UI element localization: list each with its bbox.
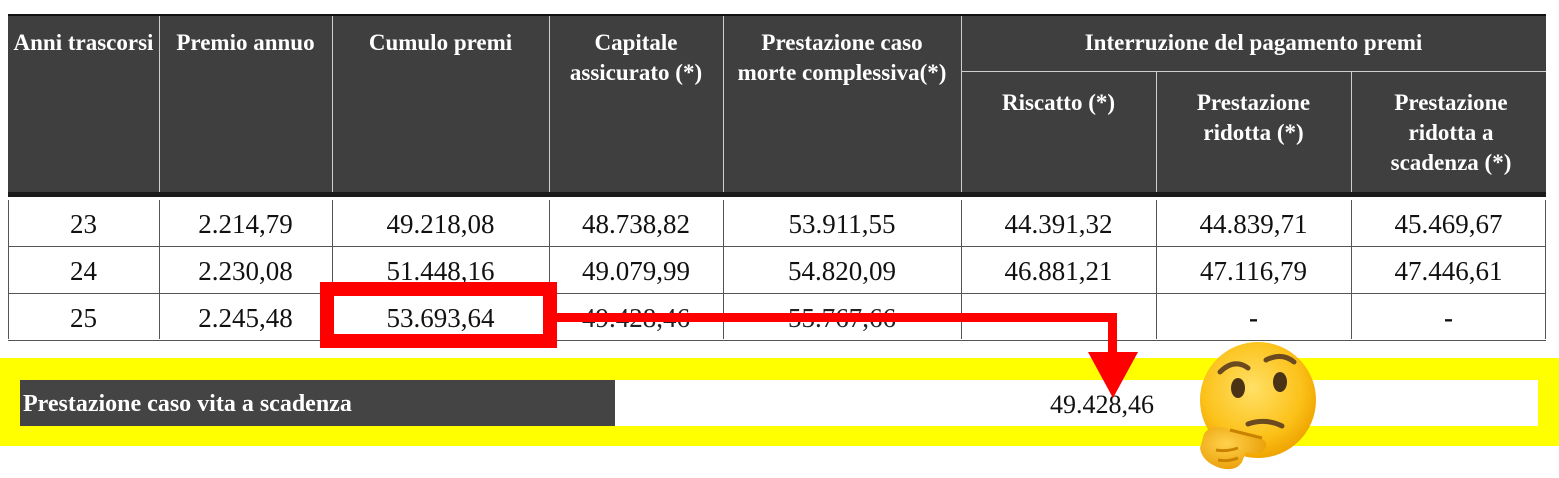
header-anni-trascorsi: Anni trascorsi (13, 30, 154, 55)
header-rule (8, 192, 1546, 197)
cell-ridotta: - (1249, 303, 1258, 333)
arrow-horizontal-segment (556, 313, 1117, 322)
cell-anni: 25 (70, 303, 97, 333)
table-row: 23 2.214,79 49.218,08 48.738,82 53.911,5… (8, 200, 1546, 247)
cell-ridotta: 44.839,71 (1199, 209, 1308, 239)
table-header: Anni trascorsi Premio annuo Cumulo premi… (8, 14, 1546, 194)
header-prestazione-ridotta-scadenza: Prestazione ridotta a scadenza (*) (1390, 90, 1512, 175)
cell-ridotta: 47.116,79 (1200, 256, 1307, 286)
thinking-face-icon (1200, 342, 1316, 470)
cell-premio: 2.245,48 (198, 303, 293, 333)
cell-premio: 2.230,08 (198, 256, 293, 286)
header-cumulo-premi: Cumulo premi (368, 30, 513, 55)
cell-capitale: 49.079,99 (582, 256, 690, 286)
cell-anni: 24 (70, 256, 97, 286)
header-prestazione-caso-morte: Prestazione caso morte complessiva(*) (737, 30, 947, 85)
header-riscatto: Riscatto (*) (1001, 90, 1116, 115)
header-capitale-assicurato: Capitale assicurato (*) (569, 30, 703, 85)
cell-morte: 53.911,55 (788, 209, 896, 239)
cell-cumulo: 51.448,16 (386, 256, 495, 286)
cell-cumulo: 49.218,08 (386, 209, 495, 239)
cell-ridotta-scadenza: 45.469,67 (1394, 209, 1503, 239)
header-premio-annuo: Premio annuo (176, 30, 315, 55)
cell-riscatto: 44.391,32 (1004, 209, 1113, 239)
cell-cumulo: 53.693,64 (386, 303, 495, 333)
header-prestazione-ridotta: Prestazione ridotta (*) (1196, 90, 1311, 145)
cell-ridotta-scadenza: 47.446,61 (1394, 256, 1503, 286)
cell-capitale: 48.738,82 (582, 209, 690, 239)
arrow-vertical-segment (1108, 313, 1117, 360)
table-row: 25 2.245,48 53.693,64 49.428,46 55.767,6… (8, 294, 1546, 341)
arrow-head-icon (1088, 352, 1138, 398)
cell-premio: 2.214,79 (198, 209, 293, 239)
cell-riscatto: 46.881,21 (1004, 256, 1113, 286)
cell-morte: 54.820,09 (788, 256, 896, 286)
table-row: 24 2.230,08 51.448,16 49.079,99 54.820,0… (8, 247, 1546, 294)
cell-anni: 23 (70, 209, 97, 239)
summary-label: Prestazione caso vita a scadenza (20, 380, 615, 426)
header-interruzione-pagamento: Interruzione del pagamento premi (1084, 30, 1423, 55)
cell-ridotta-scadenza: - (1444, 303, 1453, 333)
highlight-box (320, 282, 557, 348)
